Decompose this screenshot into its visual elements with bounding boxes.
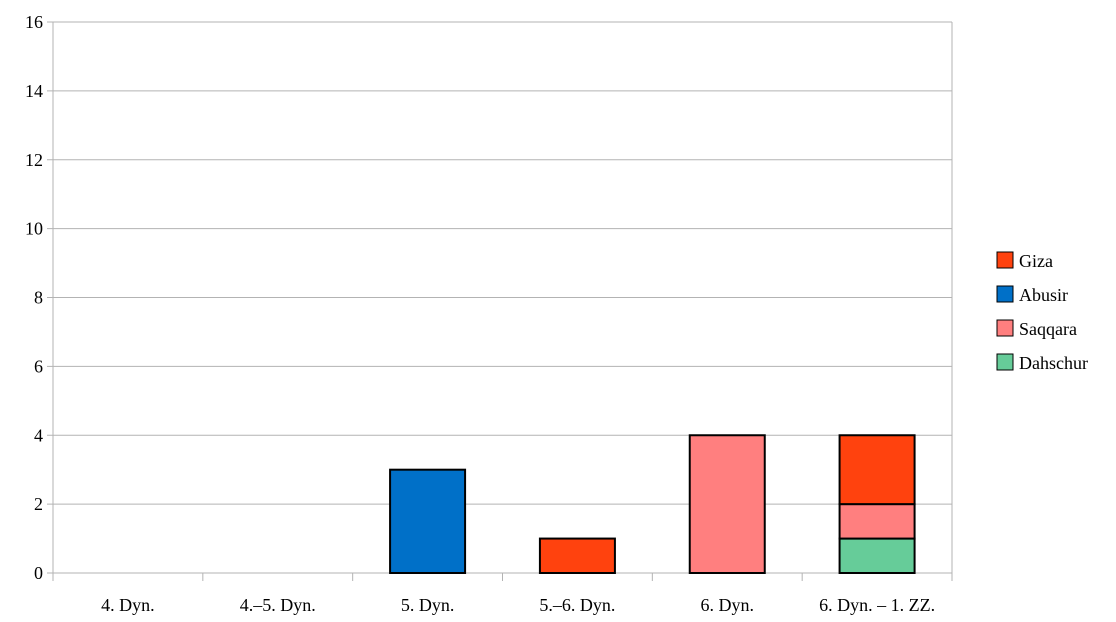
grid-lines: [47, 21, 953, 581]
y-tick-label: 6: [34, 356, 43, 376]
bar-saqqara-4: [688, 434, 766, 574]
x-category-label: 6. Dyn.: [701, 595, 755, 615]
x-category-label: 4. Dyn.: [101, 595, 155, 615]
x-category-label: 4.–5. Dyn.: [240, 595, 316, 615]
axes: 0 2 4 6 8 10 12 14 16 4. Dyn. 4.–5. Dyn. 5. Dyn. 5.–…: [25, 12, 935, 615]
legend-swatch-giza: [996, 251, 1014, 269]
y-tick-label: 12: [25, 150, 43, 170]
y-tick-label: 16: [25, 12, 43, 32]
bar-abusir-2: [389, 468, 467, 574]
bar-giza-5: [838, 434, 916, 506]
legend-swatch-abusir: [996, 285, 1014, 303]
y-tick-label: 4: [34, 425, 43, 445]
y-tick-label: 10: [25, 219, 43, 239]
legend-swatch-dahschur: [996, 353, 1014, 371]
bar-giza-3: [538, 537, 616, 574]
legend-label-giza: Giza: [1019, 251, 1053, 271]
legend-label-saqqara: Saqqara: [1019, 319, 1077, 339]
y-tick-label: 14: [25, 81, 43, 101]
x-category-label: 5. Dyn.: [401, 595, 455, 615]
legend-label-abusir: Abusir: [1019, 285, 1068, 305]
legend: Giza Abusir Saqqara Dahschur: [996, 251, 1088, 373]
y-tick-label: 0: [34, 563, 43, 583]
legend-swatch-saqqara: [996, 319, 1014, 337]
bar-saqqara-5: [838, 503, 916, 540]
y-tick-label: 8: [34, 288, 43, 308]
bar-dahschur-5: [838, 537, 916, 574]
bars: [389, 434, 916, 574]
legend-label-dahschur: Dahschur: [1019, 353, 1088, 373]
x-category-label: 6. Dyn. – 1. ZZ.: [819, 595, 935, 615]
x-category-label: 5.–6. Dyn.: [539, 595, 615, 615]
y-tick-label: 2: [34, 494, 43, 514]
